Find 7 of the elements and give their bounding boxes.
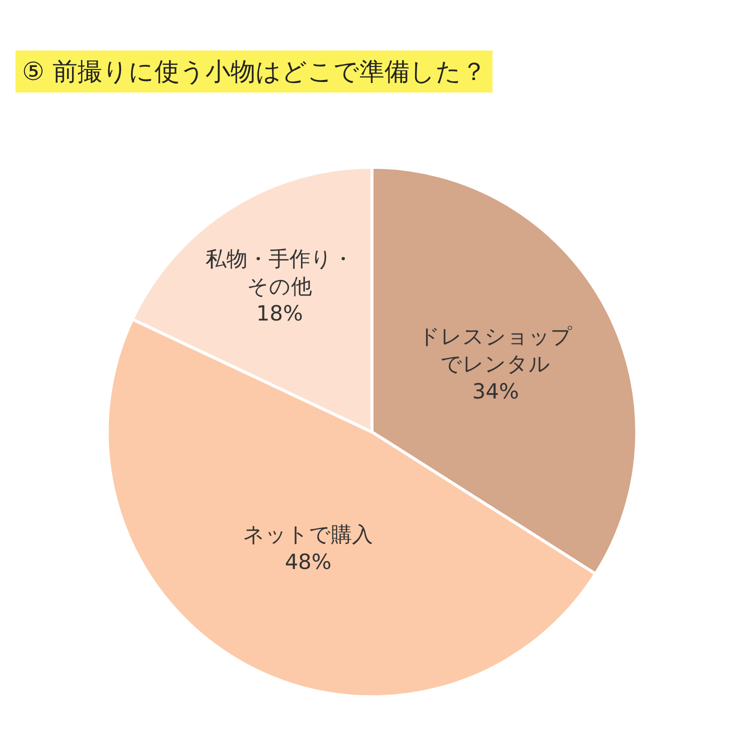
- data-label: 48%: [284, 550, 332, 574]
- data-label: 18%: [256, 302, 303, 326]
- slice-label: 私物・手作り・その他: [206, 247, 354, 298]
- slice-label: ドレスショップでレンタル: [418, 324, 573, 376]
- slice-label: ネットで購入: [243, 522, 374, 546]
- data-label: 34%: [472, 379, 519, 404]
- chart-title: ⑤ 前撮りに使う小物はどこで準備した？: [22, 57, 486, 86]
